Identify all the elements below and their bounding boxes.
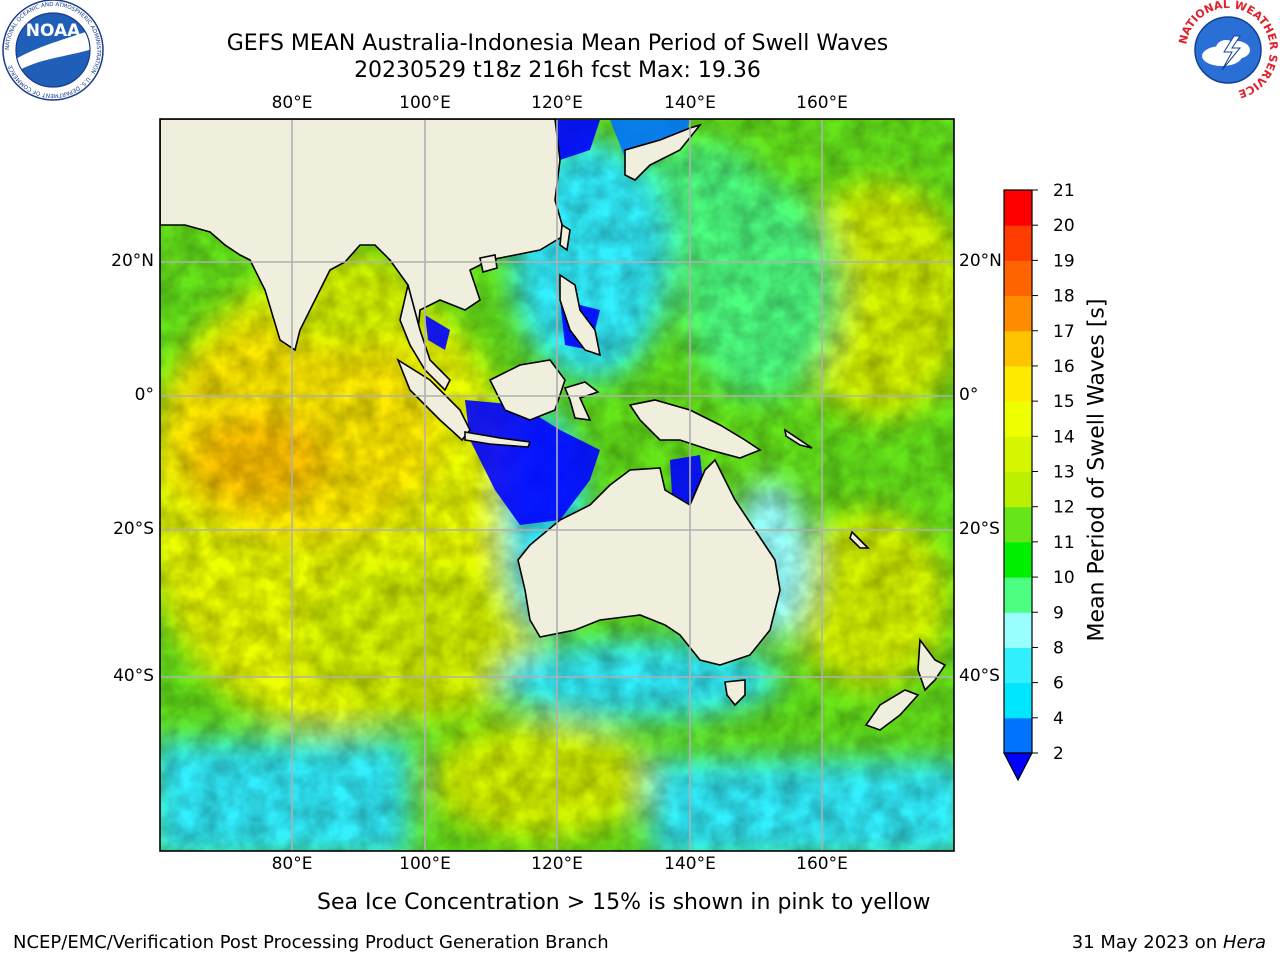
lat-label-right: 20°S [959, 519, 1000, 539]
colorbar-tick-label: 12 [1053, 498, 1075, 518]
colorbar-tick-label: 17 [1053, 322, 1075, 342]
colorbar-segment [1004, 612, 1032, 648]
lon-label-bottom: 140°E [664, 854, 716, 874]
lat-label-left: 20°N [111, 251, 154, 271]
footer-host: Hera [1222, 932, 1266, 953]
colorbar-segment [1004, 190, 1032, 226]
lon-label-top: 100°E [399, 93, 451, 113]
lat-label-right: 40°S [959, 666, 1000, 686]
lon-label-top: 140°E [664, 93, 716, 113]
colorbar-segment [1004, 682, 1032, 719]
colorbar-segment [1004, 401, 1032, 437]
lon-label-top: 80°E [271, 93, 313, 113]
colorbar: 2 4 6 8 9 10 11 12 13 14 15 16 17 18 19 20 21 [1003, 181, 1075, 782]
colorbar-segment [1004, 577, 1032, 613]
colorbar-segment [1004, 506, 1032, 543]
colorbar-tick-label: 10 [1053, 568, 1075, 588]
lon-label-bottom: 120°E [531, 854, 583, 874]
colorbar-tick-label: 2 [1053, 744, 1064, 764]
map-field [160, 119, 954, 851]
colorbar-tick-label: 20 [1053, 216, 1075, 236]
land-masses [160, 119, 947, 731]
sea-ice-caption: Sea Ice Concentration > 15% is shown in … [317, 890, 931, 915]
colorbar-segment [1004, 330, 1032, 367]
colorbar-tick-label: 18 [1053, 287, 1075, 307]
lat-label-right: 0° [959, 385, 979, 405]
colorbar-segment [1004, 436, 1032, 472]
colorbar-tick-label: 9 [1053, 603, 1064, 623]
gridlines [160, 119, 954, 851]
colorbar-tick-label: 16 [1053, 357, 1075, 377]
map-title: GEFS MEAN Australia-Indonesia Mean Perio… [226, 31, 889, 56]
lon-label-bottom: 160°E [796, 854, 848, 874]
lon-label-bottom: 100°E [399, 854, 451, 874]
lat-label-right: 20°N [959, 251, 1002, 271]
colorbar-segment [1004, 260, 1032, 297]
lat-label-left: 0° [134, 385, 154, 405]
lon-label-top: 120°E [531, 93, 583, 113]
noaa-logo: NATIONAL OCEANIC AND ATMOSPHERIC ADMINIS… [2, 0, 104, 101]
colorbar-segment [1004, 647, 1032, 684]
colorbar-label: Mean Period of Swell Waves [s] [1084, 298, 1110, 642]
lon-label-top: 160°E [796, 93, 848, 113]
map-subtitle: 20230529 t18z 216h fcst Max: 19.36 [354, 58, 761, 83]
lat-label-left: 40°S [113, 666, 154, 686]
colorbar-tick-label: 19 [1053, 251, 1075, 271]
nws-logo: NATIONAL WEATHER SERVICE [1176, 0, 1280, 100]
colorbar-segment [1004, 295, 1032, 332]
colorbar-tick-label: 15 [1053, 392, 1075, 412]
lat-label-left: 20°S [113, 519, 154, 539]
colorbar-segment [1004, 717, 1032, 754]
colorbar-tick-label: 21 [1053, 181, 1075, 201]
colorbar-under-arrow [1003, 752, 1033, 782]
colorbar-tick-label: 11 [1053, 533, 1075, 553]
footer-date-text: 31 May 2023 on [1071, 932, 1223, 953]
colorbar-tick-label: 13 [1053, 463, 1075, 483]
colorbar-segment [1004, 225, 1032, 261]
colorbar-tick-label: 6 [1053, 674, 1064, 694]
lon-label-bottom: 80°E [271, 854, 313, 874]
colorbar-tick-label: 4 [1053, 709, 1064, 729]
colorbar-segment [1004, 471, 1032, 508]
noaa-logo-text: NOAA [26, 21, 81, 41]
footer-date: 31 May 2023 on Hera [1072, 932, 1266, 953]
colorbar-tick-label: 14 [1053, 427, 1075, 447]
map-frame [159, 118, 955, 852]
colorbar-segment [1004, 365, 1032, 402]
colorbar-segment [1004, 541, 1032, 578]
footer-branch: NCEP/EMC/Verification Post Processing Pr… [13, 932, 609, 953]
colorbar-tick-label: 8 [1053, 638, 1064, 658]
